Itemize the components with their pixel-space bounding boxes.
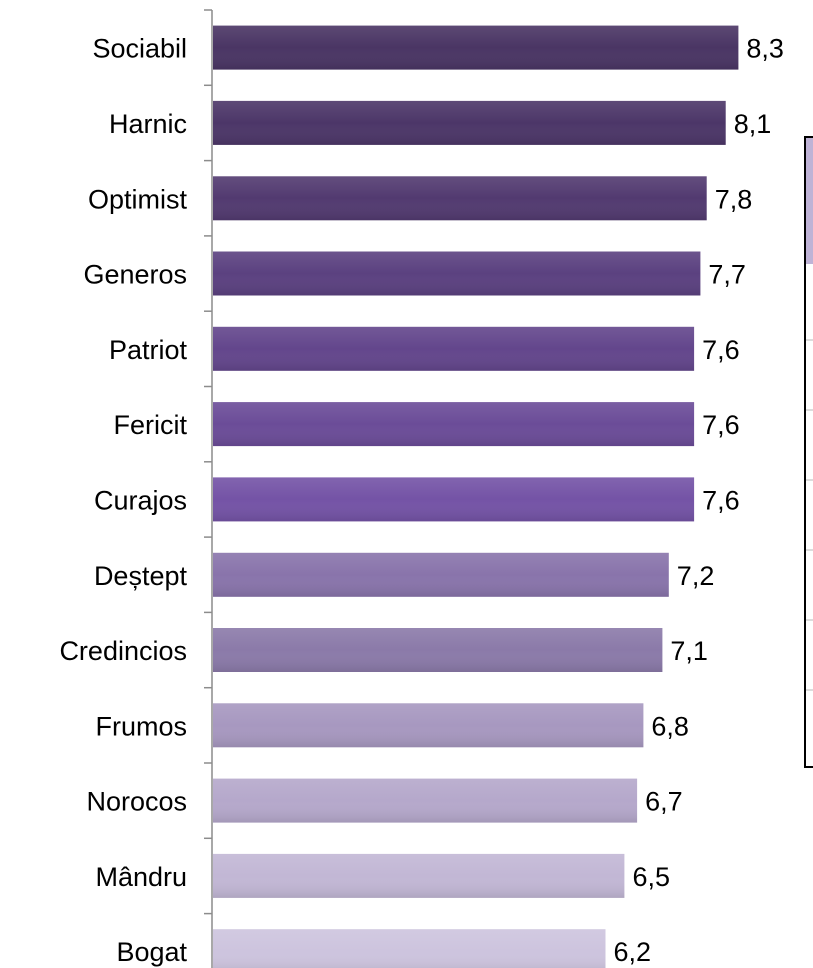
data-label: 7,7 [708, 260, 746, 290]
category-label: Generos [83, 260, 187, 290]
data-label: 6,2 [614, 937, 652, 967]
bar-shading [213, 853, 625, 898]
bar-shading [213, 552, 669, 597]
table-border [804, 136, 813, 768]
category-label: Credincios [59, 636, 187, 666]
category-label: Frumos [95, 711, 187, 741]
category-label: Bogat [116, 937, 187, 967]
bar-shading [213, 100, 726, 145]
bar-shading [213, 703, 644, 748]
bar-shading [213, 778, 638, 823]
data-label: 7,6 [702, 335, 740, 365]
data-label: 6,8 [651, 711, 689, 741]
bar-shading [213, 25, 739, 70]
table-header-cell [805, 137, 813, 264]
data-label: 7,1 [670, 636, 708, 666]
bar-shading [213, 477, 695, 522]
category-label: Harnic [109, 109, 187, 139]
bar-shading [213, 929, 606, 968]
category-label: Fericit [114, 410, 188, 440]
category-label: Deștept [94, 561, 188, 591]
category-label: Mândru [95, 862, 187, 892]
data-label: 7,6 [702, 485, 740, 515]
bar-shading [213, 176, 707, 221]
data-label: 6,5 [633, 862, 671, 892]
data-label: 8,3 [746, 34, 784, 64]
bar-shading [213, 326, 695, 371]
bar-shading [213, 402, 695, 447]
data-label: 8,1 [734, 109, 772, 139]
data-label: 7,2 [677, 561, 715, 591]
bar-shading [213, 628, 663, 672]
data-label: 6,7 [645, 787, 683, 817]
adjacent-table-fragment [804, 136, 813, 768]
category-label: Norocos [86, 787, 187, 817]
category-label: Curajos [94, 485, 187, 515]
bar-shading [213, 251, 701, 296]
data-label: 7,8 [715, 184, 753, 214]
category-label: Patriot [109, 335, 188, 365]
category-label: Sociabil [92, 34, 187, 64]
data-label: 7,6 [702, 410, 740, 440]
category-label: Optimist [88, 184, 188, 214]
